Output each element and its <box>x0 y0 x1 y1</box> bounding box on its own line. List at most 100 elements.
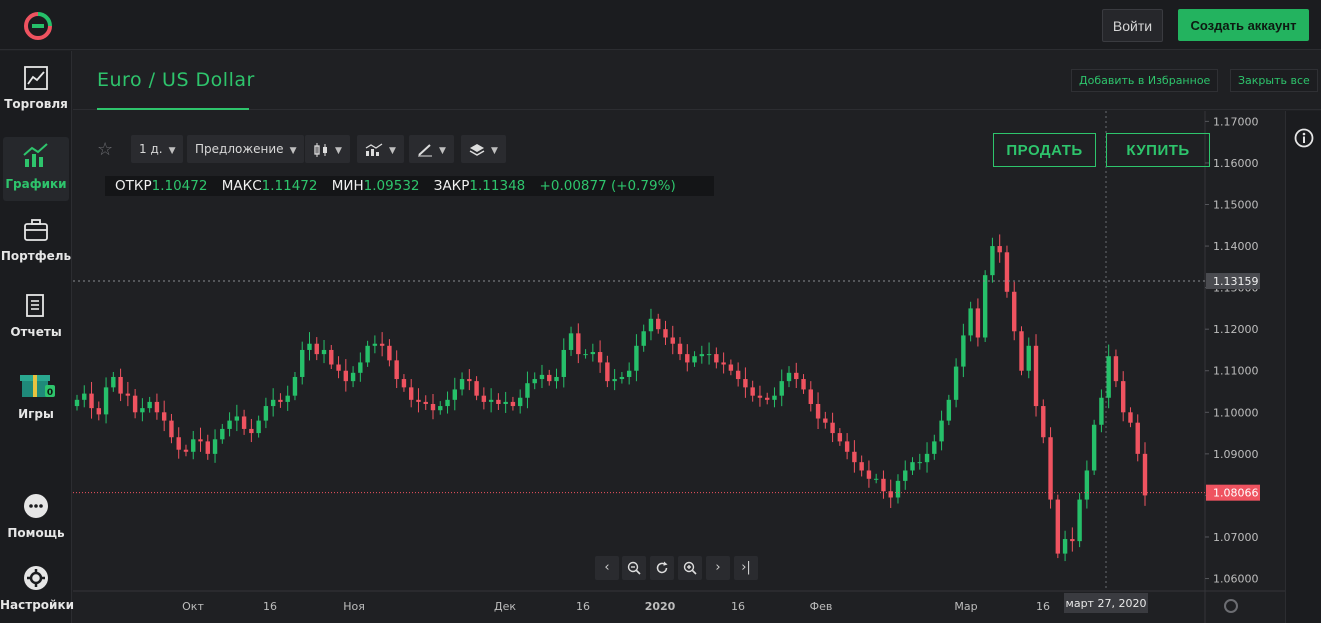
chevron-down-icon: ▼ <box>289 146 297 156</box>
candle-body <box>183 449 189 452</box>
ohlc-change: +0.00877 (+0.79%) <box>539 178 676 194</box>
candle-body <box>525 383 530 398</box>
candle-body <box>438 406 443 411</box>
price-type-select[interactable]: Предложение ▼ <box>187 135 305 163</box>
candle-body <box>147 401 152 409</box>
scroll-right-button[interactable]: › <box>706 556 730 580</box>
candle-body <box>932 441 937 454</box>
signup-button[interactable]: Создать аккаунт <box>1178 9 1309 41</box>
candle-body <box>474 381 479 396</box>
candle-body <box>975 308 981 338</box>
candle-body <box>227 420 232 429</box>
zoom-in-icon <box>683 561 697 575</box>
right-panel <box>1285 111 1321 623</box>
star-icon[interactable]: ☆ <box>97 139 114 160</box>
candle-body <box>1099 397 1104 425</box>
candle-body <box>191 439 196 452</box>
candle-body <box>786 372 792 382</box>
chart-bars-icon <box>23 143 48 167</box>
candle-body <box>212 439 218 454</box>
active-tab-underline <box>97 108 249 110</box>
layers-select[interactable]: ▼ <box>461 135 506 163</box>
scroll-left-button[interactable]: ‹ <box>595 556 619 580</box>
x-tick-label: Мар <box>954 600 977 613</box>
y-tick-label: 1.07000 <box>1213 531 1259 544</box>
sidebar-item-settings[interactable]: Настройки <box>0 564 74 612</box>
candle-body <box>917 462 922 464</box>
candle-body <box>844 441 850 452</box>
chevron-down-icon: ▼ <box>335 146 342 156</box>
candle-body <box>547 374 552 382</box>
indicators-select[interactable]: ▼ <box>357 135 404 163</box>
candle-body <box>1041 406 1046 438</box>
y-tick-label: 1.15000 <box>1213 199 1259 212</box>
sidebar-item-help[interactable]: Помощь <box>0 492 72 540</box>
gear-icon <box>24 566 48 590</box>
candle-body <box>343 370 349 382</box>
layers-icon <box>469 143 485 156</box>
current-price-label: 1.08066 <box>1213 487 1259 500</box>
candle-body <box>561 349 566 377</box>
sidebar-item-games[interactable]: 0 Игры <box>0 367 72 421</box>
candle-body <box>801 379 806 390</box>
x-tick-label: 16 <box>576 600 590 613</box>
interval-label: 1 д. <box>139 142 163 156</box>
candle-body <box>176 437 181 450</box>
candle-body <box>626 370 632 377</box>
sidebar-item-label: Торговля <box>4 97 68 111</box>
candle-body <box>641 331 646 346</box>
candle-body <box>714 354 719 363</box>
reset-button[interactable] <box>650 556 674 580</box>
sell-button[interactable]: ПРОДАТЬ <box>993 133 1096 167</box>
candle-body <box>1070 539 1075 542</box>
candle-body <box>830 422 835 434</box>
briefcase-icon <box>24 219 48 241</box>
candle-body <box>903 470 908 481</box>
ohlc-low-label: МИН <box>331 178 364 194</box>
x-tick-label: 16 <box>263 600 277 613</box>
chart-type-select[interactable]: ▼ <box>305 135 350 163</box>
ohlc-high-value: 1.11472 <box>261 178 318 194</box>
drawing-tools-select[interactable]: ▼ <box>409 135 454 163</box>
candle-body <box>910 462 915 471</box>
candle-body <box>503 401 508 404</box>
candle-body <box>982 275 988 338</box>
sidebar-item-trading[interactable]: Торговля <box>0 65 72 111</box>
sidebar-item-charts[interactable]: Графики <box>0 137 72 201</box>
close-all-button[interactable]: Закрыть все <box>1230 69 1318 92</box>
candle-body <box>765 397 770 400</box>
ohlc-readout: ОТКР1.10472 МАКС1.11472 МИН1.09532 ЗАКР1… <box>105 176 714 196</box>
login-button[interactable]: Войти <box>1102 9 1163 42</box>
candle-body <box>1142 453 1148 496</box>
candle-body <box>125 393 131 396</box>
candle-body <box>292 376 298 396</box>
axis-settings-icon[interactable] <box>1224 599 1238 613</box>
candle-body <box>401 379 407 388</box>
candle-body <box>350 372 356 382</box>
crosshair-price-label: 1.13159 <box>1213 275 1259 288</box>
candlestick-chart[interactable]: 1.170001.160001.150001.140001.130001.120… <box>73 111 1285 623</box>
buy-button[interactable]: КУПИТЬ <box>1106 133 1210 167</box>
candle-body <box>416 399 421 402</box>
candle-body <box>670 337 675 344</box>
sidebar: Торговля Графики Портфель Отчеты 0 Игры … <box>0 51 74 623</box>
zoom-out-button[interactable] <box>622 556 646 580</box>
go-to-latest-button[interactable]: ›| <box>734 556 758 580</box>
y-tick-label: 1.10000 <box>1213 406 1259 419</box>
interval-select[interactable]: 1 д. ▼ <box>131 135 184 163</box>
candle-body <box>336 364 341 371</box>
zoom-in-button[interactable] <box>678 556 702 580</box>
candle-body <box>953 366 959 400</box>
sidebar-item-reports[interactable]: Отчеты <box>0 293 72 339</box>
info-icon[interactable] <box>1294 128 1314 148</box>
chart-area[interactable]: 1.170001.160001.150001.140001.130001.120… <box>73 111 1285 623</box>
brand-logo-icon[interactable] <box>22 10 54 42</box>
add-favorite-button[interactable]: Добавить в Избранное <box>1071 69 1219 92</box>
x-tick-label: 16 <box>1036 600 1050 613</box>
zoom-out-icon <box>627 561 641 575</box>
asset-title-tab[interactable]: Euro / US Dollar <box>97 69 255 91</box>
candle-body <box>372 343 378 346</box>
sidebar-item-portfolio[interactable]: Портфель <box>0 217 72 263</box>
candle-body <box>387 345 392 361</box>
candle-body <box>249 428 254 434</box>
